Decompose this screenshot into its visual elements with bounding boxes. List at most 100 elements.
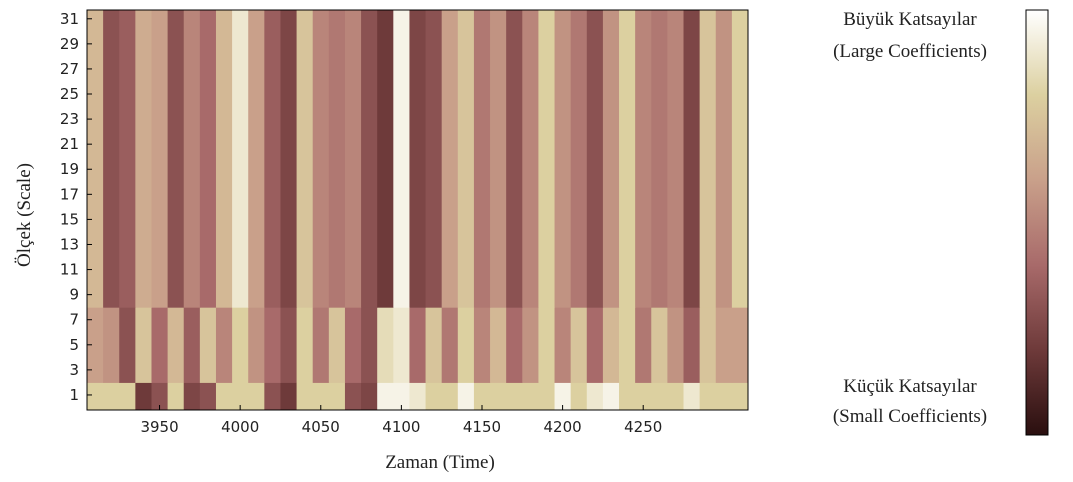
x-axis-label: Zaman (Time) bbox=[385, 452, 495, 473]
heat-cell bbox=[328, 10, 346, 308]
heat-cell bbox=[264, 10, 281, 308]
heat-cell bbox=[490, 10, 507, 308]
heat-cell bbox=[103, 307, 120, 383]
x-tick-label: 4150 bbox=[463, 418, 501, 436]
heat-cell bbox=[441, 10, 459, 308]
colorbar-label: Büyük Katsayılar bbox=[843, 9, 977, 30]
plot-frame bbox=[86, 9, 749, 411]
heat-cell bbox=[715, 307, 733, 383]
heat-cell bbox=[586, 382, 604, 411]
heat-cell bbox=[538, 307, 556, 383]
heat-cell bbox=[280, 10, 298, 308]
y-tick-label: 1 bbox=[69, 386, 79, 404]
heat-cell bbox=[361, 382, 378, 411]
y-tick-label: 17 bbox=[60, 185, 79, 203]
heat-cell bbox=[409, 10, 427, 308]
heat-cell bbox=[619, 10, 636, 308]
heat-cell bbox=[183, 382, 201, 411]
heat-cell bbox=[167, 10, 185, 308]
heat-cell bbox=[538, 10, 556, 308]
heat-cell bbox=[199, 382, 217, 411]
heat-cell bbox=[715, 10, 733, 308]
heat-cell bbox=[167, 382, 185, 411]
x-tick-label: 3950 bbox=[140, 418, 178, 436]
heat-cell bbox=[619, 382, 636, 411]
heat-cell bbox=[377, 10, 394, 308]
y-tick-label: 3 bbox=[69, 361, 79, 379]
heat-cell bbox=[248, 382, 265, 411]
heat-cell bbox=[667, 382, 685, 411]
heat-cell bbox=[215, 10, 233, 308]
heat-cell bbox=[135, 382, 152, 411]
heat-cell bbox=[183, 307, 201, 383]
y-tick-label: 5 bbox=[69, 336, 79, 354]
heat-cell bbox=[328, 307, 346, 383]
heat-cell bbox=[215, 382, 233, 411]
heat-cell bbox=[554, 10, 572, 308]
heat-cell bbox=[119, 382, 136, 411]
heat-cell bbox=[425, 10, 443, 308]
heat-cell bbox=[522, 10, 539, 308]
y-axis-label: Ölçek (Scale) bbox=[14, 163, 35, 267]
heat-cell bbox=[522, 307, 539, 383]
heat-cell bbox=[570, 307, 588, 383]
heat-cell bbox=[393, 307, 410, 383]
heat-cell bbox=[506, 10, 523, 308]
heat-cell bbox=[506, 382, 523, 411]
heat-cell bbox=[490, 307, 507, 383]
heat-cell bbox=[119, 10, 136, 308]
heat-cell bbox=[280, 307, 298, 383]
heat-cell bbox=[457, 10, 475, 308]
heat-cell bbox=[232, 382, 249, 411]
heat-cell bbox=[264, 382, 281, 411]
colorbar bbox=[1025, 9, 1049, 436]
x-tick-label: 4250 bbox=[624, 418, 662, 436]
heat-cell bbox=[683, 382, 701, 411]
heat-cell bbox=[312, 10, 330, 308]
heat-cell bbox=[151, 10, 169, 308]
heat-cell bbox=[731, 307, 749, 383]
heat-cell bbox=[635, 307, 652, 383]
heat-cell bbox=[683, 10, 701, 308]
heat-cell bbox=[183, 10, 201, 308]
y-tick-label: 11 bbox=[60, 261, 79, 279]
heat-cell bbox=[296, 307, 314, 383]
heat-cell bbox=[457, 307, 475, 383]
y-tick-label: 13 bbox=[60, 235, 79, 253]
x-tick-label: 4050 bbox=[302, 418, 340, 436]
heat-cell bbox=[248, 307, 265, 383]
y-tick-label: 29 bbox=[60, 35, 79, 53]
heat-cell bbox=[457, 382, 475, 411]
colorbar-label: (Small Coefficients) bbox=[833, 406, 987, 427]
heat-cell bbox=[361, 307, 378, 383]
heat-cell bbox=[215, 307, 233, 383]
heat-cell bbox=[602, 10, 620, 308]
heat-cell bbox=[393, 10, 410, 308]
heat-cell bbox=[119, 307, 136, 383]
heat-cell bbox=[103, 382, 120, 411]
heat-cell bbox=[699, 10, 717, 308]
heat-cell bbox=[570, 10, 588, 308]
heat-cell bbox=[667, 10, 685, 308]
heat-cell bbox=[344, 307, 362, 383]
colorbar-label: (Large Coefficients) bbox=[833, 41, 987, 62]
heat-cell bbox=[602, 307, 620, 383]
heat-cell bbox=[425, 307, 443, 383]
heat-cell bbox=[635, 10, 652, 308]
heat-cell bbox=[619, 307, 636, 383]
heat-cell bbox=[296, 10, 314, 308]
heat-cell bbox=[199, 10, 217, 308]
x-tick-label: 4100 bbox=[382, 418, 420, 436]
heat-cell bbox=[103, 10, 120, 308]
heat-cell bbox=[699, 382, 717, 411]
heat-cell bbox=[151, 307, 169, 383]
heat-cell bbox=[296, 382, 314, 411]
x-tick-label: 4200 bbox=[544, 418, 582, 436]
heat-cell bbox=[554, 307, 572, 383]
heat-cell bbox=[393, 382, 410, 411]
heat-cell bbox=[135, 307, 152, 383]
heat-cell bbox=[473, 307, 491, 383]
heat-cell bbox=[715, 382, 733, 411]
heat-cell bbox=[280, 382, 298, 411]
